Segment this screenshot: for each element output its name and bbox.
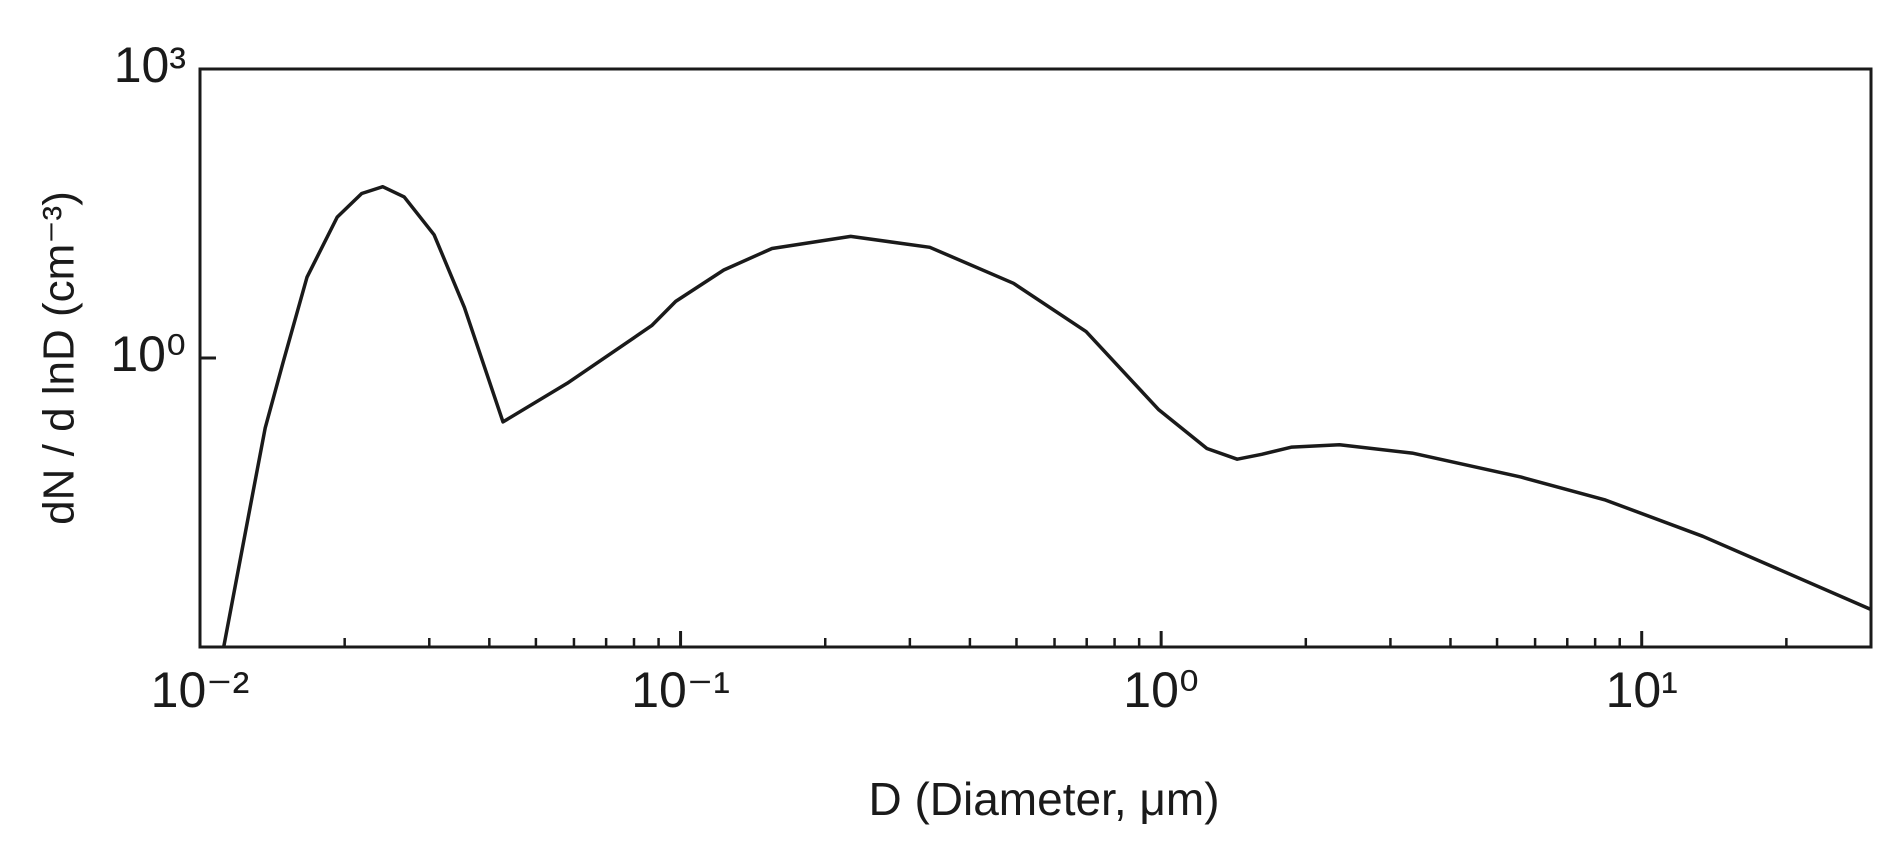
x-tick-label: 10⁻¹ xyxy=(631,662,730,718)
data-line xyxy=(221,184,1872,648)
y-tick-label: 10³ xyxy=(114,37,186,93)
y-axis-label: dN / d lnD (cm⁻³) xyxy=(35,191,84,525)
plot-frame xyxy=(198,67,1873,649)
x-tick-label: 10¹ xyxy=(1606,662,1678,718)
x-tick-label: 10⁻² xyxy=(151,662,250,718)
x-axis-label: D (Diameter, μm) xyxy=(868,773,1219,825)
x-tick-label: 10⁰ xyxy=(1123,662,1199,718)
y-tick-label: 10⁰ xyxy=(110,326,186,382)
